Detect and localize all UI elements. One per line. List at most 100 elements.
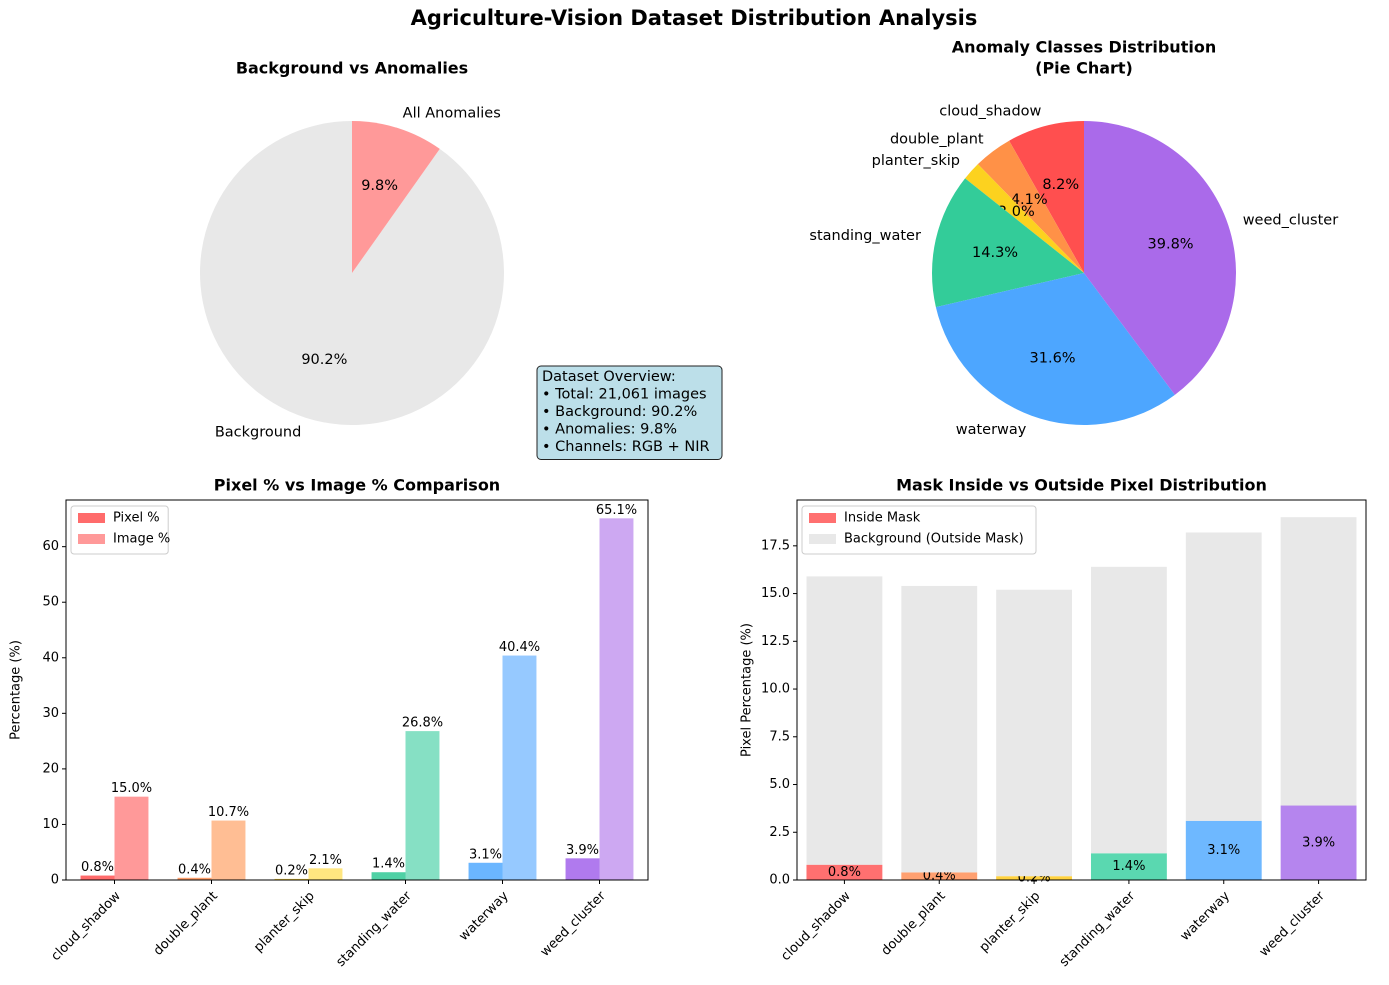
y-tick-label: 5.0 <box>769 777 790 792</box>
slice-label: cloud_shadow <box>939 103 1041 119</box>
bar-segment <box>806 576 883 865</box>
y-tick-label: 0.0 <box>769 873 790 888</box>
y-tick-label: 12.5 <box>761 634 790 649</box>
legend-swatch <box>809 534 836 544</box>
slice-value-label: 14.3% <box>972 245 1018 261</box>
y-tick-label: 10.0 <box>761 682 790 697</box>
chart-title: Anomaly Classes Distribution <box>952 38 1216 57</box>
bar-segment <box>1280 805 1357 880</box>
annotation-box <box>536 365 723 460</box>
y-axis-label: Pixel Percentage (%) <box>740 623 755 757</box>
x-tick-label: planter_skip <box>251 889 318 956</box>
bar-segment <box>901 585 978 873</box>
bar-value-label: 15.0% <box>111 781 152 796</box>
bar-segment <box>1090 566 1167 854</box>
legend-label: Pixel % <box>113 511 160 526</box>
x-tick-label: double_plant <box>151 889 221 959</box>
pie-slice <box>935 273 1175 425</box>
x-tick-label: standing_water <box>333 888 415 970</box>
bar-value-label: 0.4% <box>178 862 211 877</box>
bar-value-label: 40.4% <box>499 640 540 655</box>
legend-box <box>801 505 1037 555</box>
plot-frame <box>65 499 649 881</box>
bar-segment <box>901 872 978 880</box>
y-tick-label: 20 <box>42 761 59 776</box>
bar-segment <box>1185 820 1262 880</box>
bar-value-label: 65.1% <box>596 503 637 518</box>
pie-slice <box>932 178 1084 308</box>
pie-slice <box>352 121 440 273</box>
y-tick-label: 0 <box>51 873 59 888</box>
slice-value-label: 9.8% <box>361 178 398 194</box>
segment-value-label: 0.8% <box>828 865 861 880</box>
pie-slice <box>1084 121 1236 395</box>
slice-label: standing_water <box>809 228 921 244</box>
y-tick-label: 17.5 <box>761 538 790 553</box>
slice-value-label: 4.1% <box>1011 192 1048 208</box>
bar-value-label: 3.9% <box>566 843 599 858</box>
bar <box>371 872 406 880</box>
bar <box>468 862 503 880</box>
slice-label: waterway <box>956 422 1027 438</box>
annotation-line: • Background: 90.2% <box>542 404 697 420</box>
y-tick-label: 30 <box>42 706 59 721</box>
slice-label: planter_skip <box>872 153 960 169</box>
chart-title: Mask Inside vs Outside Pixel Distributio… <box>896 476 1267 495</box>
legend-swatch <box>78 513 105 523</box>
bar-value-label: 2.1% <box>309 853 342 868</box>
x-tick-label: double_plant <box>879 889 949 959</box>
bar-value-label: 10.7% <box>208 805 249 820</box>
legend-label: Background (Outside Mask) <box>844 532 1024 547</box>
bar-segment <box>996 589 1073 877</box>
bar <box>114 796 149 880</box>
x-tick-label: waterway <box>1178 888 1234 944</box>
x-tick-label: standing_water <box>1057 888 1139 970</box>
y-axis-label: Percentage (%) <box>9 640 24 740</box>
annotation-line: • Total: 21,061 images <box>542 387 707 403</box>
chart-title: (Pie Chart) <box>1035 59 1133 78</box>
slice-value-label: 90.2% <box>301 352 347 368</box>
bar-segment <box>806 864 883 880</box>
legend: Pixel % Image % <box>70 505 170 555</box>
bar <box>599 518 634 880</box>
slice-label: All Anomalies <box>403 106 501 122</box>
slice-value-label: 31.6% <box>1030 351 1076 367</box>
bar <box>274 878 309 880</box>
pie-slice <box>977 140 1084 273</box>
bar-value-label: 1.4% <box>372 857 405 872</box>
y-tick-label: 10 <box>42 817 59 832</box>
bar <box>565 858 600 880</box>
slice-label: Background <box>215 424 302 440</box>
slice-value-label: 39.8% <box>1148 236 1194 252</box>
y-tick-label: 40 <box>42 650 59 665</box>
y-tick-label: 50 <box>42 595 59 610</box>
x-tick-label: weed_cluster <box>538 888 610 960</box>
x-tick-label: cloud_shadow <box>48 888 124 964</box>
legend-swatch <box>809 513 836 523</box>
y-tick-label: 60 <box>42 539 59 554</box>
x-tick-label: weed_cluster <box>1257 888 1329 960</box>
x-tick-label: planter_skip <box>977 889 1044 956</box>
bar <box>308 868 343 880</box>
x-tick-label: waterway <box>456 888 512 944</box>
annotation-line: • Anomalies: 9.8% <box>542 422 677 438</box>
figure-title: Agriculture-Vision Dataset Distribution … <box>411 6 978 30</box>
slice-label: weed_cluster <box>1243 212 1339 228</box>
chart-title: Background vs Anomalies <box>236 59 468 78</box>
bar-segment <box>996 876 1073 880</box>
bar-segment <box>1090 853 1167 880</box>
annotation-line: Dataset Overview: <box>542 369 676 385</box>
bar <box>502 655 537 880</box>
bar-value-label: 0.8% <box>81 860 114 875</box>
slice-value-label: 8.2% <box>1042 177 1079 193</box>
x-tick-label: cloud_shadow <box>778 888 854 964</box>
chart-title: Pixel % vs Image % Comparison <box>214 476 500 495</box>
legend-label: Inside Mask <box>844 511 921 526</box>
pie-slice <box>1009 121 1084 273</box>
bar <box>405 731 440 880</box>
y-tick-label: 2.5 <box>769 825 790 840</box>
bar <box>211 820 246 880</box>
plot-frame <box>796 499 1367 881</box>
annotation-line: • Channels: RGB + NIR <box>542 439 710 455</box>
